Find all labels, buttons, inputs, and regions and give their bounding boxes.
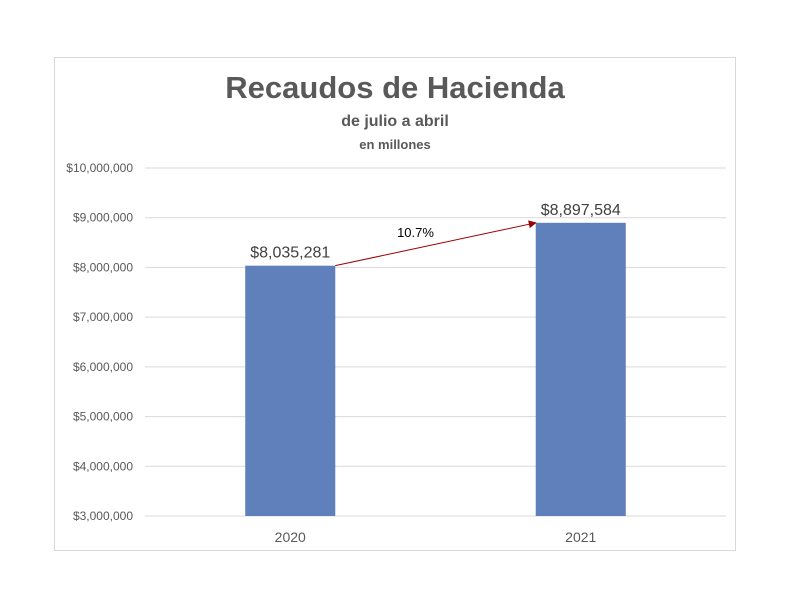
x-tick-label: 2021 bbox=[565, 529, 596, 545]
y-tick-label: $6,000,000 bbox=[73, 360, 133, 374]
y-tick-label: $7,000,000 bbox=[73, 310, 133, 324]
chart-title: Recaudos de Hacienda bbox=[225, 70, 565, 105]
y-tick-label: $9,000,000 bbox=[73, 211, 133, 225]
growth-arrow bbox=[335, 220, 537, 267]
y-tick-label: $4,000,000 bbox=[73, 459, 133, 473]
y-tick-label: $10,000,000 bbox=[66, 161, 133, 175]
data-label-2020: $8,035,281 bbox=[250, 245, 330, 262]
chart-subtitle: de julio a abril bbox=[341, 113, 449, 130]
data-label-2021: $8,897,584 bbox=[541, 202, 621, 219]
y-tick-label: $3,000,000 bbox=[73, 509, 133, 523]
x-tick-label: 2020 bbox=[275, 529, 306, 545]
bar-2020 bbox=[245, 265, 336, 516]
bar-2021 bbox=[535, 222, 626, 516]
chart-units: en millones bbox=[359, 137, 431, 152]
y-tick-label: $5,000,000 bbox=[73, 410, 133, 424]
y-tick-label: $8,000,000 bbox=[73, 260, 133, 274]
growth-annotation: 10.7% bbox=[397, 225, 434, 240]
